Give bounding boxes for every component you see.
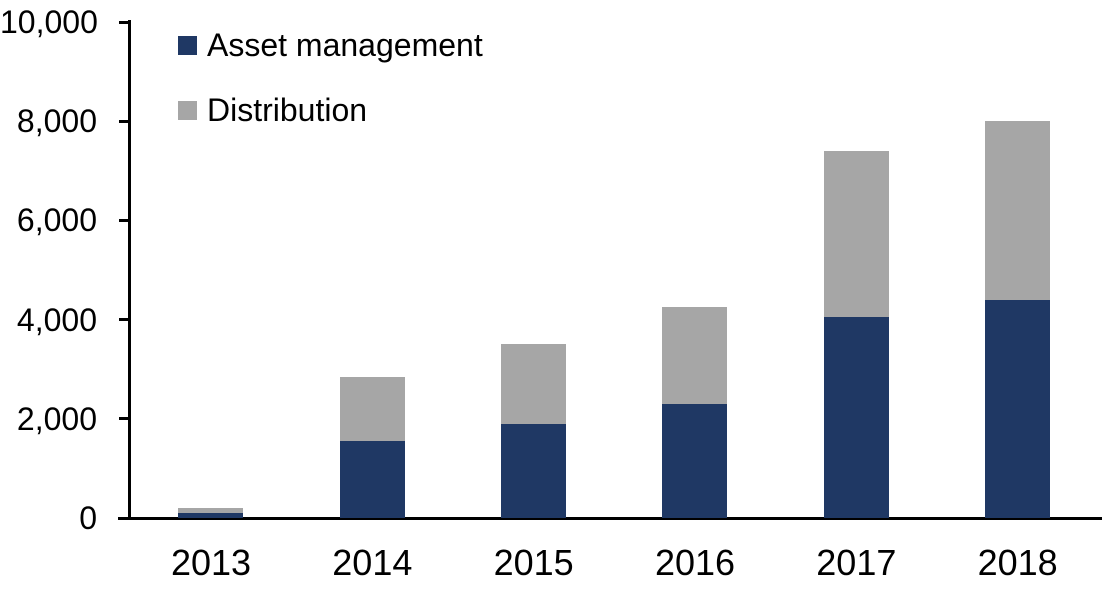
bar-2017-segment-asset-management: [823, 317, 889, 518]
y-tick-label: 4,000: [16, 301, 97, 338]
bar-2014-segment-asset-management: [339, 441, 405, 518]
x-axis-line: [118, 517, 1102, 520]
legend-label: Distribution: [207, 92, 368, 128]
y-tick-mark: [119, 119, 130, 123]
y-tick-label: 10,000: [0, 4, 98, 40]
y-axis-line: [128, 20, 131, 520]
y-tick-label: 2,000: [16, 400, 97, 437]
bar-2013-segment-asset-management: [178, 513, 244, 518]
legend-label: Asset management: [207, 27, 483, 63]
bar-2015-segment-asset-management: [500, 423, 566, 518]
bar-2016-segment-distribution: [662, 307, 728, 404]
bar-2016-segment-asset-management: [662, 403, 728, 518]
y-tick-label: 8,000: [16, 103, 97, 140]
x-tick-label: 2017: [816, 542, 897, 583]
y-tick-mark: [119, 417, 130, 421]
legend-item-distribution: Distribution: [178, 92, 367, 128]
bar-2014-segment-distribution: [339, 376, 405, 442]
x-tick-label: 2014: [332, 542, 413, 583]
y-tick-label: 6,000: [16, 202, 97, 239]
y-tick-mark: [119, 218, 130, 222]
y-tick-label: 0: [79, 500, 97, 536]
bar-2018-segment-asset-management: [984, 299, 1050, 518]
x-tick-label: 2018: [977, 542, 1058, 583]
x-tick-label: 2013: [170, 542, 252, 583]
bar-2013-segment-distribution: [178, 508, 244, 514]
bar-2015-segment-distribution: [500, 344, 566, 424]
bar-2018-segment-distribution: [984, 121, 1050, 300]
x-tick-label: 2016: [654, 542, 736, 583]
legend-item-asset-management: Asset management: [178, 27, 483, 63]
x-tick-label: 2015: [493, 542, 574, 583]
y-tick-mark: [119, 20, 130, 24]
legend-swatch-icon: [178, 35, 197, 55]
legend-swatch-icon: [178, 100, 197, 120]
bar-2017-segment-distribution: [823, 150, 889, 318]
y-tick-mark: [119, 318, 130, 322]
